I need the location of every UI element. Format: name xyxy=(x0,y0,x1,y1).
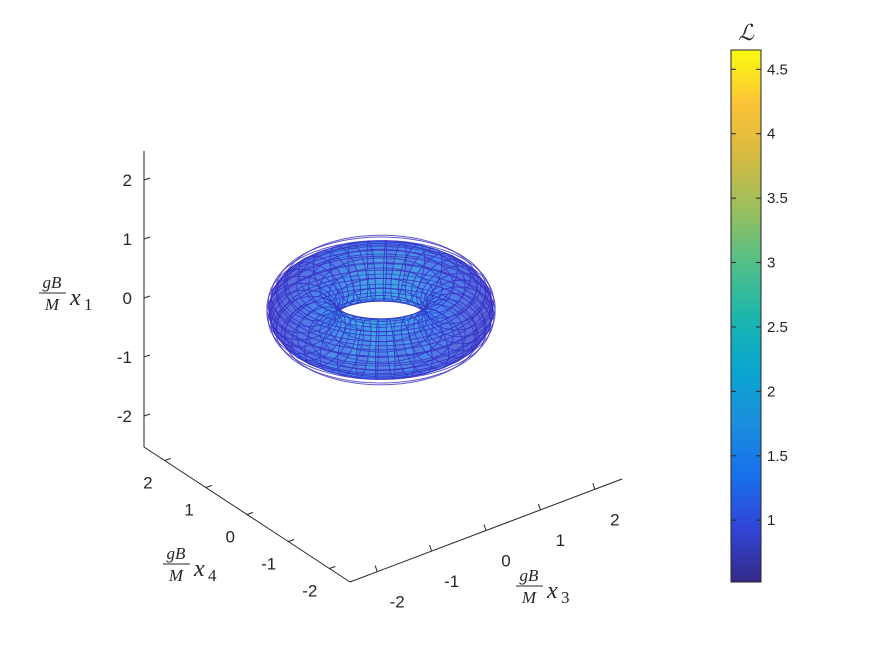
x4-tick-label: 0 xyxy=(226,528,235,547)
x1-tick-mark xyxy=(143,236,151,240)
x4-tick-label: -2 xyxy=(302,582,317,601)
x1-label-var: x xyxy=(69,285,81,311)
x3-tick-label: 1 xyxy=(556,531,565,550)
surface-face xyxy=(390,278,400,291)
x4-tick-mark xyxy=(246,512,254,515)
wireframe-ring xyxy=(267,244,495,358)
surface-face xyxy=(372,299,385,302)
x4-axis-label: gB M x 4 xyxy=(163,544,217,585)
x3-tick-label: -2 xyxy=(390,593,405,612)
x1-label-frac-num: gB xyxy=(43,273,63,292)
x3-tick-label: 2 xyxy=(610,510,619,529)
x1-tick-label: 1 xyxy=(123,230,132,249)
x3-tick-label: 0 xyxy=(501,552,510,571)
colorbar-title: ℒ xyxy=(738,20,755,45)
x1-tick-mark xyxy=(143,295,151,299)
x1-tick-label: -1 xyxy=(117,348,132,367)
torus-surface xyxy=(266,234,496,386)
x1-tick-label: -2 xyxy=(117,407,132,426)
x4-tick-mark xyxy=(329,566,336,569)
colorbar-gradient xyxy=(730,49,762,583)
x1-label-frac-den: M xyxy=(44,295,60,314)
x4-label-frac-num: gB xyxy=(167,544,187,563)
x3-label-sub: 3 xyxy=(561,588,570,607)
x4-label-frac-den: M xyxy=(168,566,184,585)
wireframe-ring xyxy=(266,255,496,371)
x4-tick-label: 1 xyxy=(184,501,193,520)
colorbar-tick-label: 1.5 xyxy=(767,448,788,465)
x1-tick-mark xyxy=(143,413,151,417)
surface-face xyxy=(374,287,384,297)
x3-tick-label: -1 xyxy=(444,572,459,591)
x4-tick-mark xyxy=(288,539,295,542)
surface-face xyxy=(374,295,385,301)
x4-tick-label: -1 xyxy=(261,555,276,574)
x3-tick-mark xyxy=(537,503,541,511)
surface-face xyxy=(369,242,386,250)
colorbar-tick-label: 4.5 xyxy=(767,61,788,78)
x1-tick-label: 0 xyxy=(123,289,132,308)
x1-label-sub: 1 xyxy=(84,295,93,314)
colorbar-ticks: 4.5 4 3.5 3 2.5 2 1.5 1 xyxy=(731,61,788,529)
colorbar: 4.5 4 3.5 3 2.5 2 1.5 1 ℒ xyxy=(730,20,788,583)
wireframe-ring xyxy=(267,262,495,376)
x3-label-frac-den: M xyxy=(521,588,537,607)
wireframe-ring xyxy=(270,240,492,351)
x3-axis-label: gB M x 3 xyxy=(516,566,570,607)
x4-tick-label: 2 xyxy=(143,474,152,493)
x1-ticks: 2 1 0 -1 -2 xyxy=(117,171,151,426)
colorbar-tick-label: 4 xyxy=(767,126,775,143)
wireframe-ring xyxy=(266,249,496,365)
x4-label-var: x xyxy=(193,556,205,582)
surface-face xyxy=(374,267,385,279)
x3-ticks: -2 -1 0 1 2 xyxy=(374,483,620,612)
x3-tick-mark xyxy=(429,544,433,552)
x4-tick-mark xyxy=(164,458,171,461)
x4-tick-mark xyxy=(205,485,212,488)
x1-tick-mark xyxy=(143,354,151,358)
x4-label-sub: 4 xyxy=(208,566,217,585)
x4-ticks: 2 1 0 -1 -2 xyxy=(143,458,336,601)
x3-label-var: x xyxy=(546,578,558,604)
surface-face xyxy=(374,277,384,289)
colorbar-tick-label: 2.5 xyxy=(767,319,788,336)
axes-3d: 2 1 0 -1 -2 2 1 0 -1 -2 -2 -1 0 1 2 xyxy=(117,151,623,612)
colorbar-tick-label: 3.5 xyxy=(767,190,788,207)
wireframe-ring xyxy=(283,234,479,333)
x1-axis-label: gB M x 1 xyxy=(39,273,93,314)
colorbar-tick-label: 1 xyxy=(767,512,775,529)
x3-label-frac-num: gB xyxy=(520,566,540,585)
wireframe-ring xyxy=(270,269,492,380)
x3-tick-mark xyxy=(374,565,378,572)
colorbar-tick-label: 2 xyxy=(767,383,775,400)
x1-tick-mark xyxy=(143,177,151,181)
x3-tick-mark xyxy=(592,483,596,490)
colorbar-tick-label: 3 xyxy=(767,255,775,272)
x3-tick-mark xyxy=(483,524,487,531)
x1-tick-label: 2 xyxy=(123,171,132,190)
wireframe-ring xyxy=(275,236,487,343)
